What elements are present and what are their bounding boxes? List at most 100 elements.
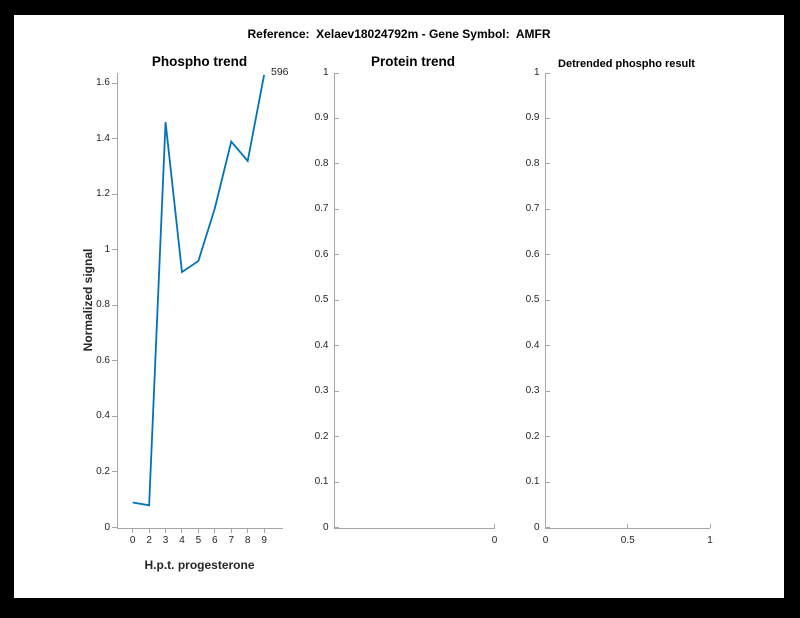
y-tick-mark — [545, 163, 550, 165]
y-tick-label: 0.6 — [525, 248, 540, 260]
x-tick-label: 1 — [707, 534, 713, 546]
y-tick-label: 1 — [104, 243, 110, 255]
figure-canvas: Reference: Xelaev18024792m - Gene Symbol… — [14, 15, 784, 598]
y-tick-label: 0.3 — [525, 385, 540, 397]
y-tick-mark — [334, 345, 339, 347]
y-tick-label: 0.4 — [314, 339, 329, 351]
x-axis-label-phospho: H.p.t. progesterone — [144, 558, 255, 572]
x-tick-mark — [230, 527, 232, 533]
y-tick-label: 0 — [104, 521, 110, 533]
plot-area — [132, 74, 265, 507]
y-tick-mark — [112, 82, 117, 84]
y-tick-label: 0 — [533, 521, 540, 533]
y-tick-label: 0.7 — [314, 203, 329, 215]
y-tick-mark — [112, 415, 117, 417]
y-tick-mark — [112, 138, 117, 140]
y-tick-mark — [334, 481, 339, 483]
y-tick-label: 0.2 — [314, 430, 329, 442]
x-tick-mark — [181, 527, 183, 533]
x-tick-label: 6 — [212, 534, 218, 546]
y-tick-label: 1.2 — [96, 188, 110, 200]
x-tick-label: 4 — [179, 534, 185, 546]
y-tick-mark — [545, 345, 550, 347]
y-tick-label: 0.8 — [314, 157, 329, 169]
y-tick-label: 0.7 — [525, 203, 540, 215]
y-tick-mark — [112, 304, 117, 306]
x-tick-mark — [709, 523, 711, 528]
y-tick-mark — [334, 299, 339, 301]
y-tick-label: 1 — [533, 67, 540, 78]
y-tick-label: 0.6 — [96, 354, 110, 366]
y-tick-mark — [112, 360, 117, 362]
y-tick-mark — [112, 193, 117, 195]
y-tick-label: 0.4 — [96, 410, 110, 422]
y-tick-label: 0.9 — [525, 112, 540, 124]
y-tick-mark — [334, 527, 339, 528]
y-tick-label: 0.5 — [525, 294, 540, 306]
x-tick-label: 0 — [129, 534, 136, 546]
x-tick-label: 0 — [542, 534, 549, 546]
y-tick-label: 0.4 — [525, 339, 540, 351]
x-tick-mark — [263, 527, 265, 533]
y-tick-mark — [334, 208, 339, 210]
y-tick-mark — [545, 254, 550, 256]
x-tick-mark — [545, 523, 546, 528]
y-tick-mark — [545, 527, 550, 528]
x-tick-mark — [165, 527, 167, 533]
y-tick-mark — [334, 163, 339, 165]
y-tick-label: 1.4 — [96, 132, 110, 144]
y-tick-mark — [545, 481, 550, 483]
x-tick-mark — [148, 527, 150, 533]
x-tick-label: 2 — [146, 534, 152, 546]
y-tick-label: 0.2 — [96, 465, 110, 477]
x-tick-mark — [197, 527, 199, 533]
y-tick-mark — [545, 72, 550, 74]
x-tick-label: 8 — [244, 534, 251, 546]
phospho-signal-line — [132, 74, 265, 507]
y-tick-label: 0.6 — [314, 248, 329, 260]
y-tick-label: 0.1 — [314, 476, 329, 488]
x-tick-label: 9 — [261, 534, 267, 546]
y-tick-label: 0.2 — [525, 430, 540, 442]
y-tick-mark — [545, 117, 550, 119]
x-tick-mark — [627, 523, 629, 528]
y-tick-mark — [334, 254, 339, 256]
endpoint-annotation: 596 — [271, 66, 289, 78]
y-tick-label: 0.8 — [525, 157, 540, 169]
y-tick-mark — [545, 390, 550, 392]
axes-protein-trend: 0 0 0.1 0.2 0.3 0.4 0.5 0.6 0.7 0.8 0.9 1 — [315, 67, 498, 546]
x-tick-mark — [494, 523, 495, 528]
subplot-title-protein-trend: Protein trend — [370, 54, 455, 69]
y-tick-label: 0.9 — [314, 112, 329, 124]
x-tick-mark — [247, 527, 249, 533]
subplot-title-phospho-trend: Phospho trend — [151, 54, 248, 69]
x-tick-mark — [214, 527, 216, 533]
subplot-title-detrended-result: Detrended phospho result — [558, 58, 695, 70]
axes-detrended-phospho-result: 0 0.5 1 0 0.1 0.2 0.3 0.4 0.5 0.6 0.7 0.8 0.9 1 — [526, 67, 713, 546]
y-tick-mark — [545, 436, 550, 438]
y-tick-label: 0.5 — [314, 294, 329, 306]
x-tick-label: 7 — [228, 534, 235, 546]
y-tick-label: 0.8 — [96, 299, 110, 311]
y-tick-label: 1.6 — [96, 77, 110, 89]
x-tick-label: 0 — [491, 534, 498, 546]
y-tick-mark — [112, 527, 117, 528]
y-axis-label-phospho: Normalized signal — [81, 248, 95, 352]
y-tick-mark — [334, 117, 339, 119]
y-tick-mark — [334, 436, 339, 438]
y-tick-label: 0.3 — [314, 385, 329, 397]
y-tick-mark — [334, 72, 339, 74]
x-tick-mark — [132, 527, 134, 533]
y-tick-mark — [545, 299, 550, 301]
x-tick-label: 5 — [195, 534, 202, 546]
y-tick-mark — [334, 390, 339, 392]
x-tick-label: 3 — [162, 534, 169, 546]
figure-title: Reference: Xelaev18024792m - Gene Symbol… — [247, 27, 551, 41]
x-tick-label: 0.5 — [620, 534, 635, 546]
y-tick-label: 0.1 — [525, 476, 540, 488]
y-tick-mark — [112, 471, 117, 473]
y-tick-label: 0 — [322, 521, 329, 533]
y-tick-mark — [112, 249, 117, 251]
y-tick-mark — [545, 208, 550, 210]
